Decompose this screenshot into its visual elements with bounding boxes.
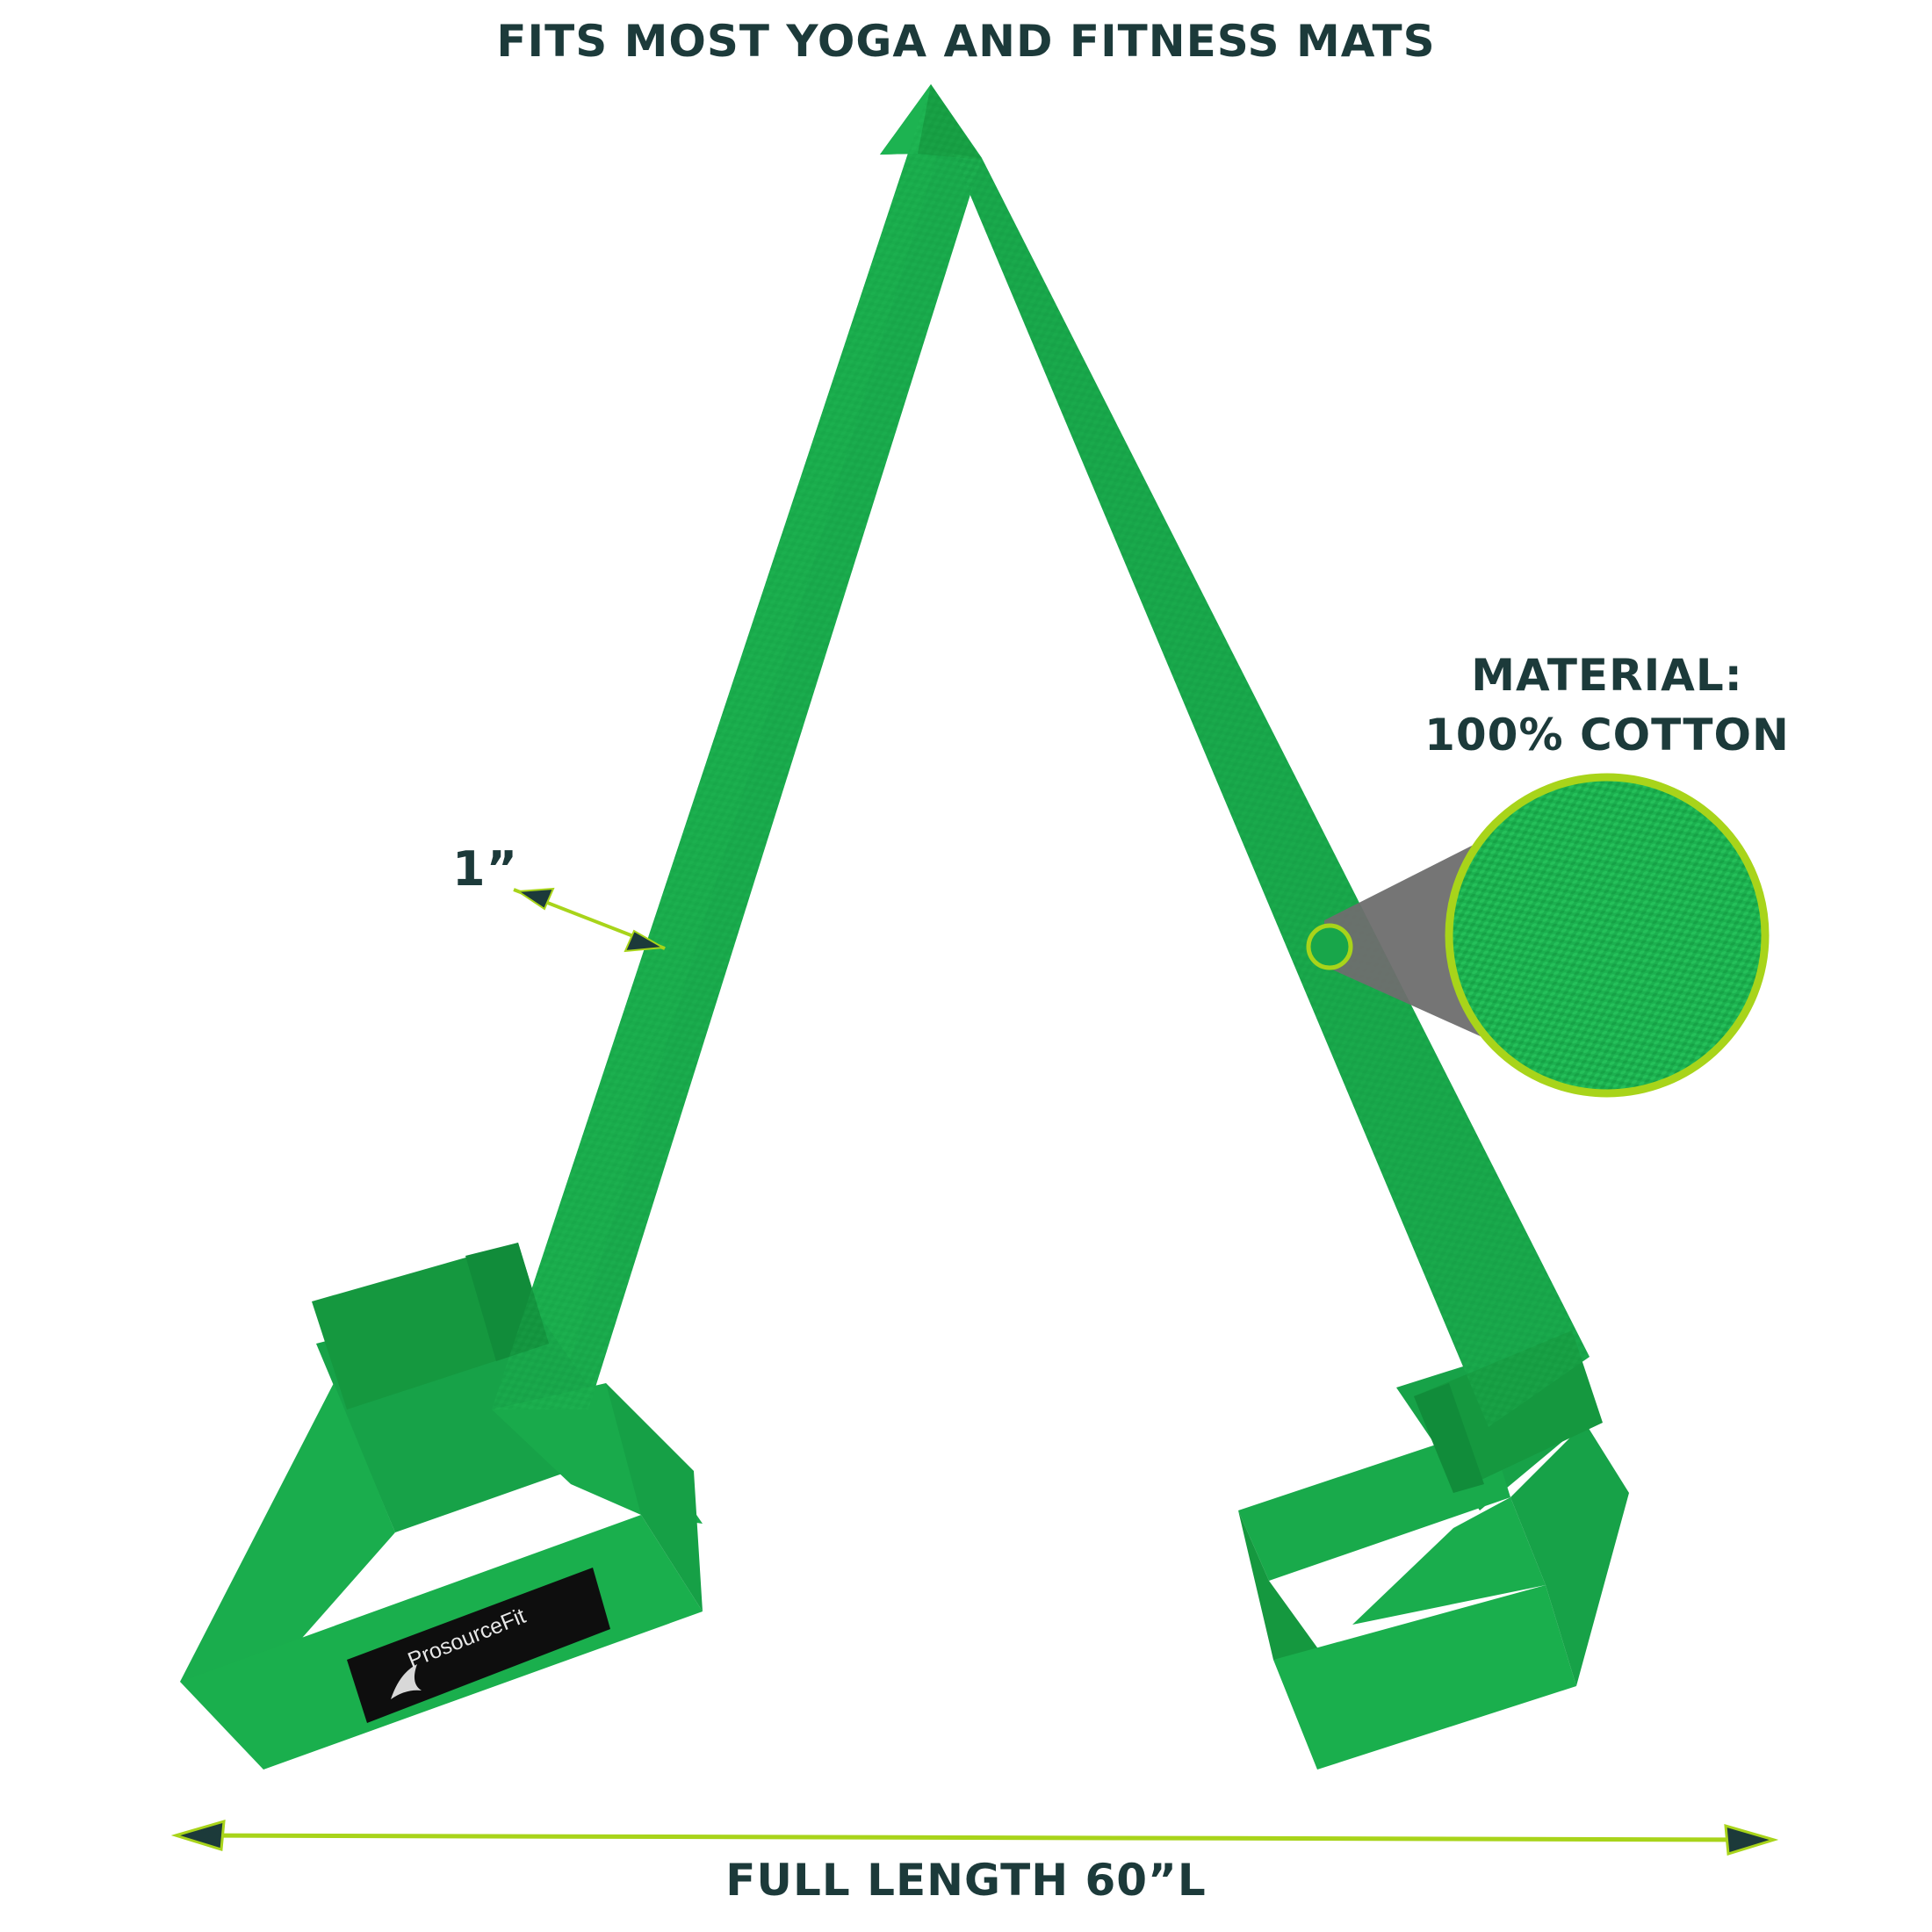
material-line-2: 100% COTTON [1424, 710, 1790, 761]
material-line-1: MATERIAL: [1471, 650, 1743, 701]
width-label: 1” [452, 841, 519, 897]
fabric-zoom-icon [1306, 773, 1770, 1098]
material-callout: MATERIAL: 100% COTTON [1388, 645, 1827, 765]
length-label: FULL LENGTH 60”L [725, 1855, 1207, 1906]
brand-tag [347, 1568, 610, 1723]
left-loop [180, 1243, 703, 1770]
headline: FITS MOST YOGA AND FITNESS MATS [496, 16, 1436, 67]
right-loop [1238, 1330, 1629, 1770]
width-arrow-icon [513, 887, 667, 953]
prosourcefit-logo-icon [391, 1664, 422, 1699]
length-arrow-icon [170, 1819, 1779, 1856]
